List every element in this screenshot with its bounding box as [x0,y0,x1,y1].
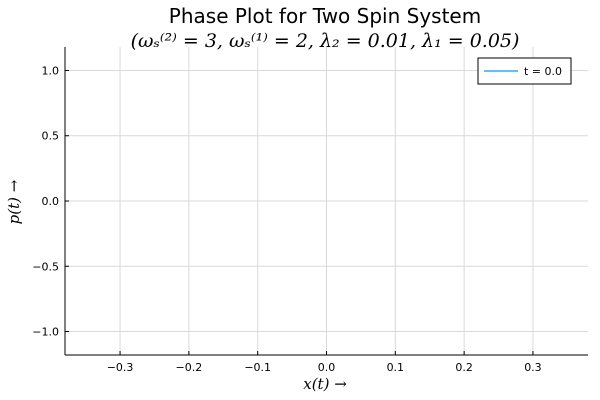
x-axis-label: x(t) → [303,375,347,393]
legend-entry-label: t = 0.0 [524,65,562,78]
x-tick-label: 0.3 [524,361,542,374]
x-tick-label: 0.2 [455,361,473,374]
y-tick-label: −0.5 [32,260,59,273]
y-ticks: −1.0 −0.5 0.0 0.5 1.0 [32,64,69,339]
x-tick-label: 0.0 [318,361,336,374]
y-tick-label: 0.5 [42,130,60,143]
chart-title: Phase Plot for Two Spin System [169,4,481,28]
x-tick-label: −0.2 [176,361,203,374]
x-tick-label: −0.3 [107,361,134,374]
y-tick-label: 1.0 [42,64,60,77]
y-axis-label: p(t) → [5,179,23,224]
chart-legend: t = 0.0 [477,57,572,85]
y-tick-label: 0.0 [42,195,60,208]
x-ticks: −0.3 −0.2 −0.1 0.0 0.1 0.2 0.3 [107,351,542,374]
x-tick-label: 0.1 [387,361,405,374]
x-tick-label: −0.1 [244,361,271,374]
chart-subtitle: (ωₛ⁽²⁾ = 3, ωₛ⁽¹⁾ = 2, λ₂ = 0.01, λ₁ = 0… [131,30,520,52]
y-tick-label: −1.0 [32,326,59,339]
grid-lines [65,47,588,355]
